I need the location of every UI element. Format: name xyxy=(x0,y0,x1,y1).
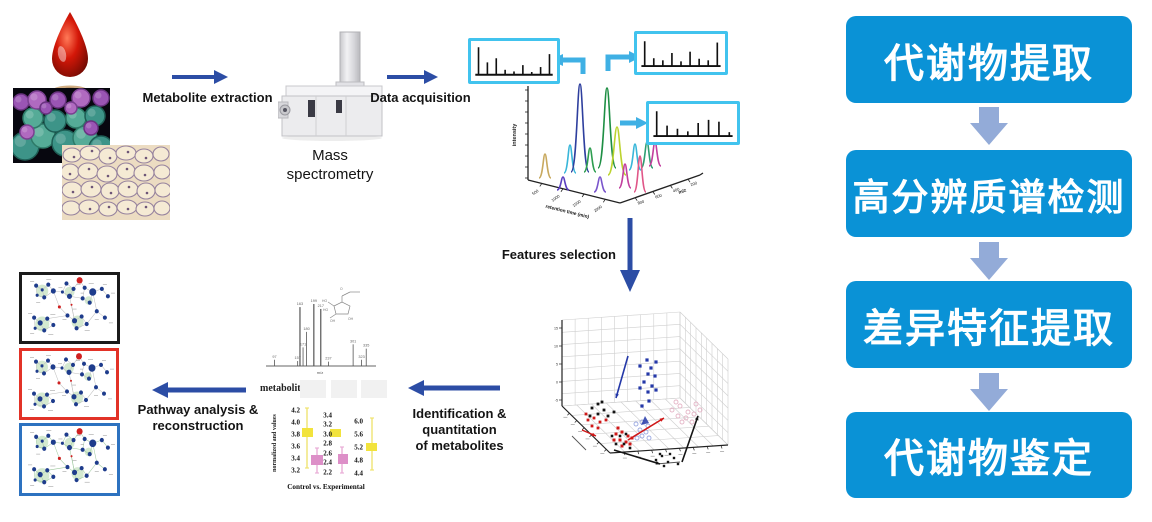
svg-text:retention time (min): retention time (min) xyxy=(545,204,590,220)
svg-text:O: O xyxy=(340,287,343,291)
svg-text:4.8: 4.8 xyxy=(354,457,363,465)
arrow-identification xyxy=(408,380,500,396)
svg-text:normalized and values: normalized and values xyxy=(272,414,278,472)
arrow-pathway-analysis xyxy=(152,382,246,398)
svg-text:500: 500 xyxy=(531,188,540,196)
svg-text:237: 237 xyxy=(325,357,331,361)
svg-text:2.4: 2.4 xyxy=(323,459,332,467)
svg-text:323: 323 xyxy=(358,355,364,359)
svg-text:2.6: 2.6 xyxy=(323,450,332,458)
svg-text:199: 199 xyxy=(311,299,317,303)
svg-text:HO: HO xyxy=(322,299,327,303)
svg-text:4.4: 4.4 xyxy=(354,470,363,478)
svg-text:4.0: 4.0 xyxy=(291,419,300,427)
svg-text:3.4: 3.4 xyxy=(291,455,300,463)
svg-text:180: 180 xyxy=(303,327,309,331)
svg-text:163: 163 xyxy=(297,302,303,306)
svg-text:1500: 1500 xyxy=(572,198,583,208)
svg-text:1000: 1000 xyxy=(550,193,561,203)
metabolite-swatch-1 xyxy=(300,380,326,398)
pathway-map-blue xyxy=(19,423,120,496)
blood-drop-icon xyxy=(52,12,88,95)
svg-text:400: 400 xyxy=(672,186,681,193)
svg-text:200: 200 xyxy=(690,180,699,187)
svg-text:3.0: 3.0 xyxy=(323,431,332,439)
svg-text:6.0: 6.0 xyxy=(354,418,363,426)
metabolite-swatch-2 xyxy=(331,380,357,398)
3d-chromatogram-plot: intensity 500 1000 1500 2000 retention time (… xyxy=(495,80,745,220)
svg-text:800: 800 xyxy=(637,198,646,205)
svg-text:10: 10 xyxy=(554,344,558,348)
metabolite-swatch-3 xyxy=(361,380,387,398)
histology-image xyxy=(60,145,172,220)
mass-spectrometer-image xyxy=(278,31,383,141)
svg-text:97: 97 xyxy=(272,355,276,359)
svg-text:301: 301 xyxy=(350,339,356,343)
svg-text:4.2: 4.2 xyxy=(291,407,300,415)
fragment-spectrum-inset-2 xyxy=(634,31,728,75)
svg-text:3.2: 3.2 xyxy=(291,467,300,475)
svg-text:intensity: intensity xyxy=(512,123,518,147)
flow-connector-arrow-3 xyxy=(970,373,1008,411)
svg-text:m/z: m/z xyxy=(317,370,323,375)
quantitation-boxplot: normalized and values 4.2 4.0 3.8 3.6 3.4 3.2 3… xyxy=(262,398,378,493)
svg-text:600: 600 xyxy=(654,192,663,199)
flow-connector-arrow-2 xyxy=(970,242,1008,280)
sem-micrograph-image xyxy=(10,88,114,163)
svg-text:0: 0 xyxy=(556,380,558,384)
flow-step-differential-features: 差异特征提取 xyxy=(846,281,1132,368)
pathway-analysis-label: Pathway analysis & reconstruction xyxy=(137,402,259,433)
metabolite-mass-spectrum: m/z 97 157 163 171 180 199 217 237 301 323 335 O HO HO… xyxy=(258,282,383,382)
svg-text:5.6: 5.6 xyxy=(354,431,363,439)
mass-spectrometry-label: Mass spectrometry xyxy=(286,147,374,183)
svg-text:171: 171 xyxy=(300,342,306,346)
svg-text:157: 157 xyxy=(294,356,300,360)
svg-text:335: 335 xyxy=(363,344,369,348)
arrow-features-selection xyxy=(620,218,640,292)
svg-text:3.4: 3.4 xyxy=(323,412,332,420)
svg-text:OH: OH xyxy=(330,319,336,323)
arrow-metabolite-extraction xyxy=(172,70,228,84)
arrow-data-acquisition xyxy=(387,70,438,84)
fragment-spectrum-inset-1 xyxy=(468,38,560,84)
svg-text:15: 15 xyxy=(554,326,558,330)
svg-text:2.2: 2.2 xyxy=(323,469,332,477)
flow-step-metabolite-extraction: 代谢物提取 xyxy=(846,16,1132,103)
metabolite-label: metabolite xyxy=(260,383,305,394)
svg-text:m/z: m/z xyxy=(678,187,688,195)
svg-text:3.6: 3.6 xyxy=(291,443,300,451)
svg-text:3.8: 3.8 xyxy=(291,431,300,439)
pathway-map-black xyxy=(19,272,120,344)
svg-text:HO: HO xyxy=(323,308,328,312)
svg-text:5.2: 5.2 xyxy=(354,444,363,452)
pathway-map-red xyxy=(19,348,119,420)
svg-text:Control vs. Experimental: Control vs. Experimental xyxy=(287,483,365,491)
metabolite-extraction-label: Metabolite extraction xyxy=(142,90,273,105)
flow-connector-arrow-1 xyxy=(970,107,1008,145)
svg-text:3.2: 3.2 xyxy=(323,421,332,429)
svg-text:2.8: 2.8 xyxy=(323,440,332,448)
fragment-spectrum-inset-3 xyxy=(646,101,740,145)
svg-text:5: 5 xyxy=(556,362,558,366)
flow-step-metabolite-identification: 代谢物鉴定 xyxy=(846,412,1132,498)
svg-text:OH: OH xyxy=(348,317,354,321)
flow-step-hrms-detection: 高分辨质谱检测 xyxy=(846,150,1132,237)
3d-pca-scatter-plot: 15 10 5 0 -5 xyxy=(548,298,743,508)
svg-text:-5: -5 xyxy=(555,398,558,402)
svg-text:217: 217 xyxy=(318,304,324,308)
data-acquisition-label: Data acquisition xyxy=(370,90,471,105)
identification-label: Identification & quantitation of metabol… xyxy=(412,406,507,453)
features-selection-label: Features selection xyxy=(501,247,616,262)
svg-text:2000: 2000 xyxy=(593,204,604,214)
